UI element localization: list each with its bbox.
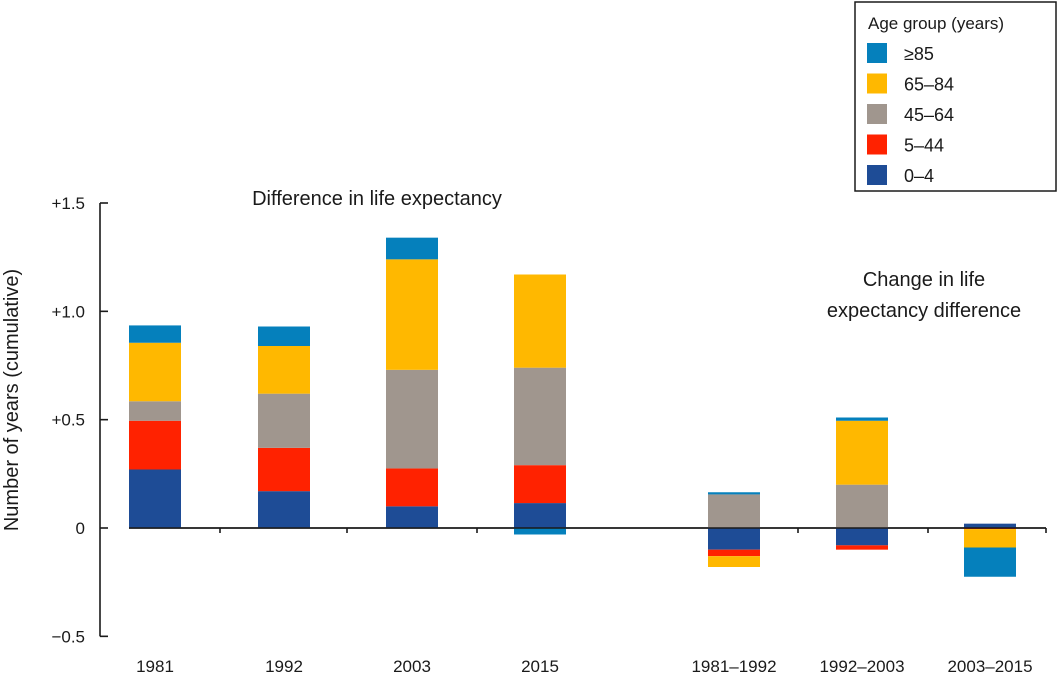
bar-segment: [386, 369, 438, 469]
bar-segment: [708, 556, 760, 567]
bar-segment: [708, 528, 760, 550]
bar-segment: [258, 326, 310, 346]
annotation-change-line2: expectancy difference: [827, 300, 1021, 322]
legend-label: 45–64: [904, 105, 954, 125]
bar-segment: [964, 523, 1016, 528]
legend: Age group (years) ≥85 65–84 45–64 5–44 0–4: [854, 1, 1057, 192]
bar-segment: [836, 545, 888, 550]
bar-segment: [129, 325, 181, 343]
legend-box: [854, 1, 1057, 192]
x-tick-label: 2003: [393, 657, 431, 676]
legend-swatch: [867, 43, 887, 63]
bar-segment: [964, 529, 1016, 548]
bar-segment: [708, 549, 760, 557]
y-tick-label: −0.5: [51, 627, 85, 646]
bars: [129, 237, 1046, 577]
x-tick-label: 1981: [136, 657, 174, 676]
x-axis: 1981 1992 2003 2015 1981–1992 1992–2003 2003–2…: [129, 527, 1047, 676]
bar-segment: [514, 367, 566, 466]
y-tick-label: +1.5: [51, 194, 85, 213]
bar-segment: [258, 393, 310, 448]
x-tick-label: 1981–1992: [691, 657, 776, 676]
annotation-difference: Difference in life expectancy: [252, 188, 502, 210]
bar-segment: [836, 528, 888, 546]
legend-swatch: [867, 104, 887, 124]
bar-segment: [836, 417, 888, 421]
x-tick-label: 2003–2015: [947, 657, 1032, 676]
bar-segment: [514, 465, 566, 504]
x-tick-label: 1992: [265, 657, 303, 676]
bar-segment: [514, 503, 566, 528]
bar-segment: [129, 401, 181, 421]
legend-title: Age group (years): [868, 14, 1004, 33]
bar-segment: [514, 274, 566, 368]
bar-segment: [386, 259, 438, 370]
y-axis-title: Number of years (cumulative): [1, 269, 23, 531]
legend-swatch: [867, 73, 887, 94]
bar-stack: [708, 492, 760, 567]
bar-stack: [514, 274, 566, 535]
bar-segment: [129, 342, 181, 402]
y-tick-label: +1.0: [51, 302, 85, 321]
y-tick-label: +0.5: [51, 411, 85, 430]
x-tick-label: 1992–2003: [819, 657, 904, 676]
legend-label: ≥85: [904, 44, 934, 64]
bar-segment: [386, 237, 438, 260]
bar-segment: [514, 528, 566, 535]
bar-segment: [258, 447, 310, 492]
bar-segment: [836, 420, 888, 485]
bar-segment: [708, 492, 760, 495]
bar-segment: [386, 506, 438, 528]
bar-stack: [129, 325, 181, 528]
bar-stack: [386, 237, 438, 528]
bar-stack: [836, 417, 888, 550]
y-axis: +1.5 +1.0 +0.5 0 −0.5: [51, 194, 108, 646]
bar-segment: [708, 494, 760, 528]
legend-label: 5–44: [904, 136, 944, 156]
bar-segment: [836, 484, 888, 528]
bar-segment: [129, 420, 181, 470]
x-tick-label: 2015: [521, 657, 559, 676]
bar-stack: [964, 523, 1016, 577]
bar-segment: [964, 547, 1016, 577]
bar-segment: [258, 491, 310, 528]
legend-swatch: [867, 134, 887, 155]
legend-label: 0–4: [904, 166, 934, 186]
legend-label: 65–84: [904, 75, 954, 95]
legend-swatch: [867, 165, 887, 185]
annotation-change-line1: Change in life: [863, 269, 985, 291]
bar-segment: [258, 346, 310, 394]
bar-segment: [129, 469, 181, 528]
y-tick-label: 0: [76, 519, 85, 538]
bar-segment: [386, 468, 438, 507]
bar-stack: [258, 326, 310, 528]
